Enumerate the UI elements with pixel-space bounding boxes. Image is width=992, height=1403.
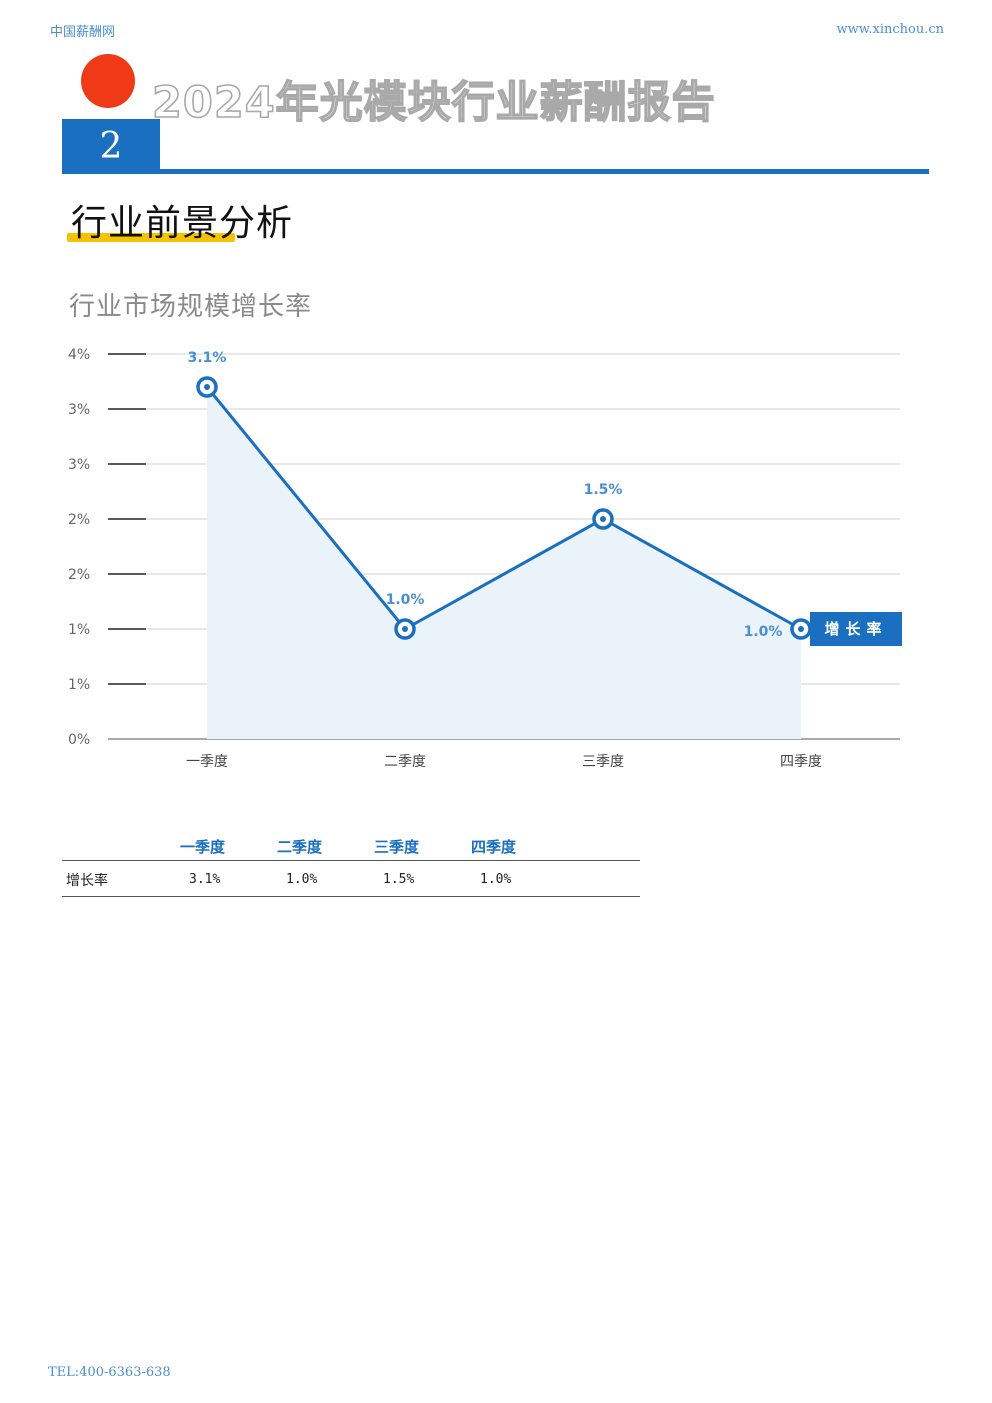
series-area [207, 387, 801, 739]
chart-title: 行业市场规模增长率 [69, 292, 313, 322]
series-line [205, 386, 802, 631]
y-tick-label: 4% [68, 347, 90, 363]
site-url[interactable]: www.xinchou.cn [836, 22, 944, 37]
table-cell-q2: 1.0% [286, 872, 318, 887]
y-tick-label: 3% [68, 457, 90, 473]
report-title: 2024年光模块行业薪酬报告 [151, 77, 716, 129]
table-header-q1: 一季度 [180, 838, 226, 856]
table-cell-q1: 3.1% [189, 872, 221, 887]
y-tick-label: 2% [68, 567, 90, 583]
data-table: 一季度 二季度 三季度 四季度 增长率 3.1% 1.0% 1.5% 1.0% [62, 828, 640, 897]
data-label: 1.5% [584, 482, 623, 498]
y-tick-label: 1% [68, 622, 90, 638]
section-title-highlight [67, 233, 235, 242]
data-label: 3.1% [188, 350, 227, 366]
x-tick-label: 三季度 [582, 754, 624, 770]
y-tick-label: 0% [68, 732, 90, 748]
table-row-label: 增长率 [66, 873, 108, 889]
data-point-center [204, 384, 210, 390]
table-row: 增长率 3.1% 1.0% 1.5% 1.0% [62, 861, 640, 897]
data-label: 1.0% [744, 624, 783, 640]
x-tick-label: 二季度 [384, 754, 426, 770]
site-name: 中国薪酬网 [50, 25, 116, 40]
y-tick-label: 1% [68, 677, 90, 693]
footer-tel: TEL:400-6363-638 [48, 1365, 171, 1380]
table-header-row: 一季度 二季度 三季度 四季度 [62, 828, 640, 861]
section-title: 行业前景分析 [71, 203, 294, 244]
series-tag: 增长率 [810, 612, 902, 646]
y-tick-label: 3% [68, 402, 90, 418]
x-tick-label: 四季度 [780, 754, 822, 770]
chapter-number: 2 [62, 119, 160, 173]
x-tick-label: 一季度 [186, 754, 228, 770]
table-cell-q4: 1.0% [480, 872, 512, 887]
header-divider [62, 169, 929, 174]
data-point-center [600, 516, 606, 522]
data-point-center [402, 626, 408, 632]
data-label: 1.0% [386, 592, 425, 608]
growth-rate-chart: 0% 1% 1% 2% 2% 3% 3% 4% 3.1% 1.0% 1.5% 1.0% 一季度 二季度 三季… [68, 347, 900, 770]
table-header-q2: 二季度 [277, 838, 323, 856]
decorative-red-dot [81, 54, 135, 108]
table-header-q4: 四季度 [471, 838, 517, 856]
y-tick-label: 2% [68, 512, 90, 528]
data-point-center [798, 626, 804, 632]
table-header-q3: 三季度 [374, 838, 420, 856]
table-cell-q3: 1.5% [383, 872, 415, 887]
